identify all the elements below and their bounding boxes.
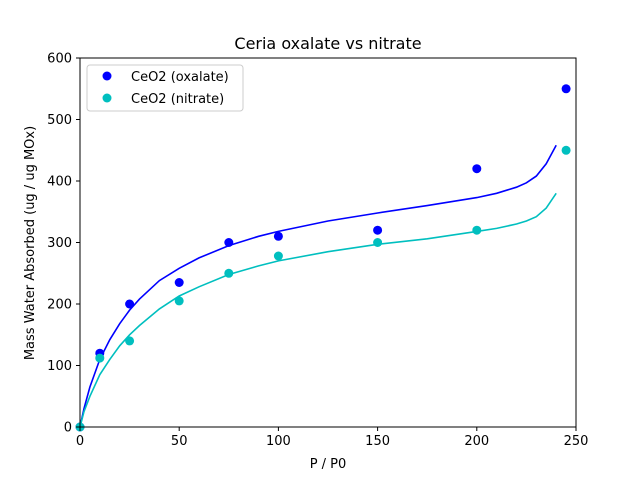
data-point-s2-9 <box>561 145 571 155</box>
x-tick-label-5: 200 <box>464 434 489 449</box>
y-axis-label: Mass Water Absorbed (ug / ug MOx) <box>23 126 38 360</box>
data-point-s2-7 <box>373 238 383 247</box>
y-tick-label-5: 400 <box>47 175 72 190</box>
fit-line-1 <box>79 144 557 428</box>
data-point-s2-2 <box>95 353 105 363</box>
legend-marker-2 <box>102 93 112 103</box>
y-tick-label-3: 200 <box>47 298 72 313</box>
data-point-s2-5 <box>224 268 234 278</box>
x-axis-label: P / P0 <box>310 457 347 472</box>
legend-label-2: CeO2 (nitrate) <box>131 92 224 107</box>
data-point-s2-8 <box>472 225 482 235</box>
y-tick-label-4: 300 <box>47 236 72 251</box>
y-tick-label-1: 0 <box>64 421 72 436</box>
x-tick-label-3: 100 <box>266 434 291 449</box>
data-point-s1-7 <box>373 225 383 235</box>
data-point-s1-5 <box>224 238 234 247</box>
plot-area: 0 50 100 150 200 250 0 100 200 300 400 500 600 <box>47 52 588 450</box>
y-tick-label-7: 600 <box>47 52 72 67</box>
legend-marker-1 <box>102 71 112 81</box>
y-tick-label-2: 100 <box>47 359 72 374</box>
data-point-s1-4 <box>174 278 184 287</box>
data-point-s2-3 <box>125 336 135 346</box>
data-point-s1-9 <box>561 84 571 94</box>
legend-box <box>86 64 244 112</box>
fit-line-2 <box>79 192 557 428</box>
legend: CeO2 (oxalate) CeO2 (nitrate) <box>86 64 244 112</box>
x-tick-label-4: 150 <box>365 434 390 449</box>
x-tick-label-6: 250 <box>564 434 589 449</box>
data-point-s2-6 <box>273 251 283 261</box>
x-tick-label-2: 50 <box>171 434 188 449</box>
data-point-s1-3 <box>125 299 135 309</box>
y-tick-label-6: 500 <box>47 113 72 128</box>
data-point-s1-8 <box>472 164 482 174</box>
chart-title: Ceria oxalate vs nitrate <box>234 34 421 53</box>
data-point-s1-6 <box>273 231 283 241</box>
x-tick-label-1: 0 <box>76 434 84 449</box>
legend-label-1: CeO2 (oxalate) <box>131 70 229 85</box>
data-point-s2-4 <box>174 296 184 306</box>
